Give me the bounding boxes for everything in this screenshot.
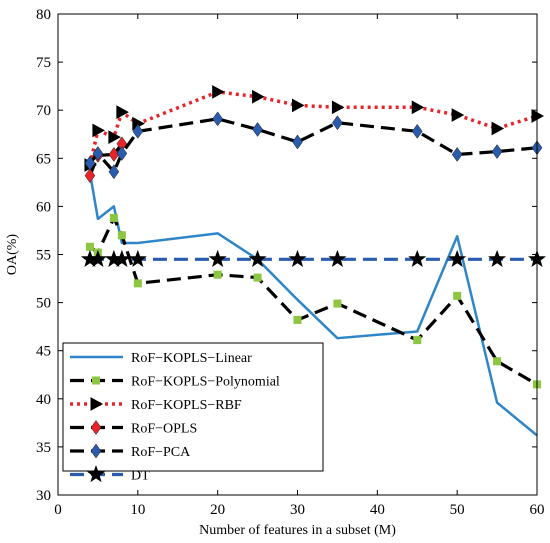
- legend-marker: [90, 443, 102, 459]
- data-point: [116, 146, 128, 161]
- series-layer: [80, 85, 547, 437]
- x-tick-label: 40: [370, 502, 385, 518]
- legend-marker: [90, 420, 102, 435]
- x-tick-label: 30: [290, 502, 305, 518]
- data-point: [108, 164, 120, 180]
- data-point: [413, 336, 422, 345]
- data-point: [92, 146, 104, 161]
- data-point: [332, 115, 343, 131]
- data-point: [331, 100, 345, 115]
- data-point: [411, 100, 425, 115]
- data-point: [453, 291, 462, 300]
- series-5: [80, 249, 547, 267]
- y-tick-label: 80: [36, 7, 51, 23]
- y-tick-label: 30: [36, 488, 51, 504]
- x-tick-label: 0: [54, 502, 62, 518]
- data-point: [108, 147, 120, 162]
- data-point: [288, 249, 307, 267]
- x-tick-label: 20: [210, 502, 225, 518]
- data-point: [252, 122, 263, 137]
- series-2: [84, 85, 545, 172]
- data-point: [252, 89, 265, 104]
- y-axis-label: OA(%): [5, 234, 20, 276]
- data-point: [133, 279, 142, 288]
- data-point: [109, 213, 118, 222]
- data-point: [85, 242, 94, 251]
- data-point: [408, 249, 427, 267]
- legend-box: [62, 342, 324, 472]
- legend-label: DT: [131, 469, 150, 484]
- data-point: [212, 85, 225, 99]
- data-point: [128, 249, 147, 267]
- y-tick-label: 35: [36, 440, 51, 456]
- x-axis-label: Number of features in a subset (M): [199, 523, 396, 538]
- legend-label: RoF−KOPLS−Polynomial: [131, 375, 280, 390]
- data-point: [213, 270, 222, 279]
- y-tick-label: 55: [36, 248, 51, 264]
- data-point: [248, 249, 267, 267]
- data-point: [451, 147, 463, 162]
- legend-entry: RoF−PCA: [70, 443, 191, 460]
- data-point: [117, 231, 126, 240]
- y-tick-label: 45: [36, 344, 51, 360]
- data-point: [132, 123, 144, 139]
- data-point: [411, 123, 423, 139]
- y-tick-label: 65: [36, 151, 51, 167]
- y-tick-label: 40: [36, 392, 51, 408]
- y-tick-label: 75: [36, 55, 51, 71]
- x-tick-label: 60: [530, 502, 545, 518]
- data-point: [493, 357, 502, 366]
- series-4: [84, 111, 543, 180]
- legend-entry: DT: [70, 465, 150, 484]
- data-point: [293, 315, 302, 324]
- data-point: [116, 105, 129, 119]
- series-line: [88, 142, 124, 177]
- data-point: [84, 168, 96, 184]
- data-point: [448, 249, 467, 267]
- legend-label: RoF−PCA: [131, 445, 191, 460]
- y-tick-label: 70: [36, 103, 51, 119]
- tick-labels: 0 10 20 30 40 50 60 30 35 40 45 50 55 60 65 70 75 80: [36, 7, 545, 518]
- data-point: [88, 249, 107, 267]
- axes: [57, 13, 538, 496]
- data-point: [108, 130, 121, 144]
- data-point: [92, 123, 105, 138]
- legend-marker: [86, 465, 106, 483]
- data-point: [488, 249, 507, 267]
- series-line: [88, 117, 538, 174]
- legend-marker: [92, 376, 100, 385]
- x-tick-label: 50: [450, 502, 465, 518]
- data-point: [112, 249, 131, 267]
- data-point: [84, 155, 96, 171]
- data-point: [333, 299, 342, 308]
- data-point: [328, 249, 347, 267]
- legend-entry: RoF−KOPLS−RBF: [70, 397, 242, 413]
- data-point: [451, 108, 465, 122]
- data-point: [212, 111, 223, 127]
- data-point: [208, 249, 227, 267]
- legend-label: RoF−KOPLS−Linear: [131, 351, 252, 366]
- legend-label: RoF−OPLS: [131, 422, 197, 437]
- y-tick-label: 60: [36, 199, 51, 215]
- legend-marker: [90, 397, 104, 411]
- legend-label: RoF−KOPLS−RBF: [131, 398, 242, 413]
- data-point: [292, 98, 305, 113]
- legend: RoF−KOPLS−Linear RoF−KOPLS−Polynomial RoF−…: [62, 342, 324, 484]
- data-point: [253, 273, 262, 282]
- data-point: [491, 121, 505, 136]
- y-tick-label: 50: [36, 296, 51, 312]
- data-point: [491, 144, 503, 159]
- data-point: [292, 134, 303, 150]
- x-tick-label: 10: [130, 502, 145, 518]
- legend-entry: RoF−KOPLS−Polynomial: [70, 375, 280, 390]
- legend-entry: RoF−OPLS: [70, 420, 197, 437]
- legend-entry: RoF−KOPLS−Linear: [70, 351, 252, 366]
